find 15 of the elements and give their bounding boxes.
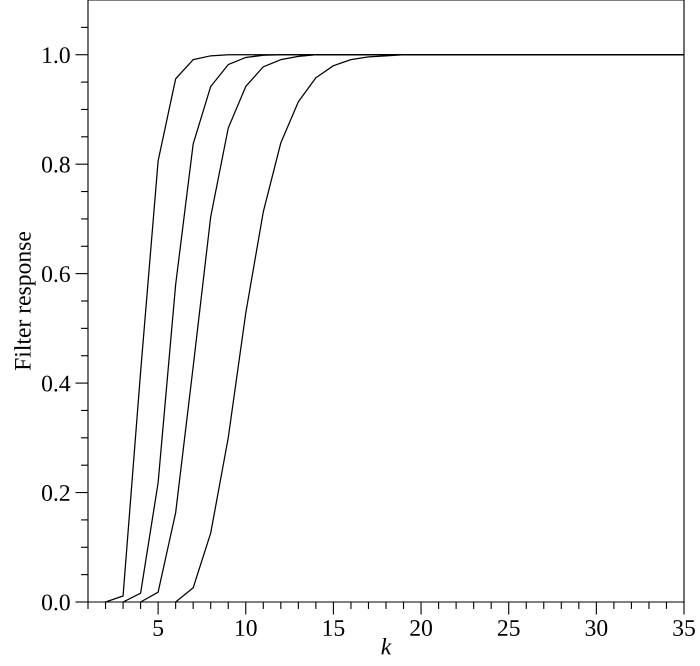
x-tick-label: 10	[236, 620, 257, 636]
x-tick-label: 30	[586, 620, 608, 636]
y-tick-label: 0.6	[42, 266, 70, 282]
x-tick-label: 20	[410, 620, 432, 636]
y-tick-label: 0.4	[42, 376, 70, 392]
x-tick-label: 35	[673, 620, 695, 636]
y-tick-label: 0.8	[42, 156, 70, 173]
y-tick-label: 0.0	[42, 594, 70, 611]
x-tick-label: 15	[324, 620, 344, 636]
y-tick-label: 0.2	[42, 485, 70, 502]
x-tick-label: 5	[154, 620, 164, 636]
x-axis-title: k	[381, 638, 392, 654]
y-axis-title: Filter response	[14, 232, 36, 370]
y-tick-label: 1.0	[43, 47, 70, 64]
x-tick-label: 25	[498, 620, 520, 636]
